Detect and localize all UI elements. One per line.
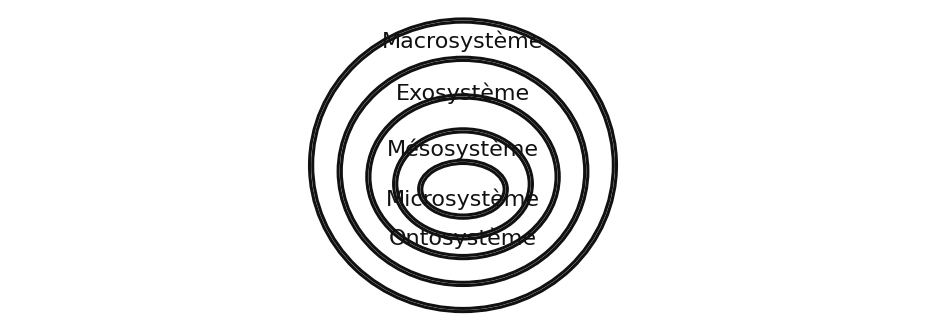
Ellipse shape — [342, 60, 584, 282]
Text: Exosystème: Exosystème — [396, 83, 530, 104]
Ellipse shape — [422, 163, 504, 215]
Text: Mésosystème: Mésosystème — [387, 139, 539, 160]
Ellipse shape — [370, 98, 556, 255]
Text: Microsystème: Microsystème — [386, 188, 540, 210]
Ellipse shape — [397, 132, 529, 236]
Text: Macrosystème: Macrosystème — [382, 30, 544, 52]
Text: Ontosystème: Ontosystème — [389, 228, 537, 249]
Ellipse shape — [313, 22, 613, 308]
